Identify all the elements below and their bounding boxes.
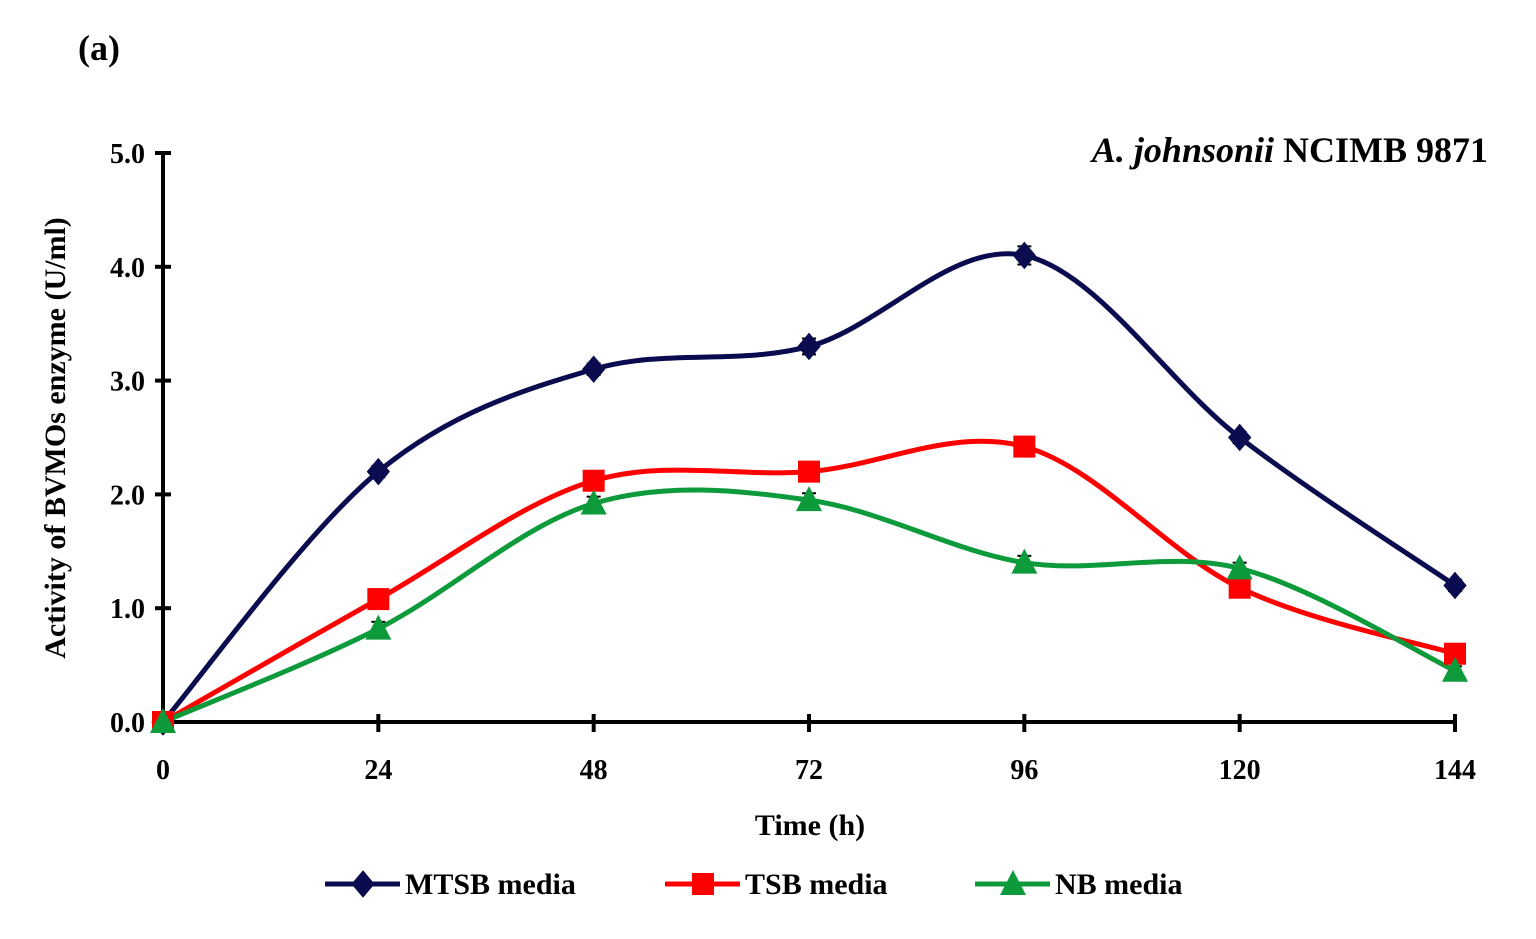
data-point-tsb-media (582, 469, 605, 492)
y-tick-label: 3.0 (110, 367, 145, 398)
x-tick-label: 96 (1010, 755, 1038, 786)
y-tick-label: 5.0 (110, 139, 145, 170)
organism-italic: A. johnsonii (1090, 130, 1274, 170)
data-point-tsb-media (1013, 435, 1036, 458)
legend: MTSB media TSB media NB media (325, 868, 1183, 901)
data-point-mtsb-media (1012, 241, 1036, 270)
series-line-tsb-media (161, 438, 1456, 725)
legend-item-mtsb-media: MTSB media (325, 868, 576, 901)
data-point-tsb-media (798, 460, 820, 483)
legend-swatch-marker (1000, 870, 1026, 895)
y-tick-label: 2.0 (110, 480, 145, 511)
x-tick-label: 24 (364, 755, 392, 786)
x-tick-label: 72 (795, 755, 823, 786)
data-point-nb-media (150, 708, 176, 733)
y-tick-label: 0.0 (110, 708, 145, 739)
panel-label: (a) (78, 28, 120, 68)
data-point-mtsb-media (797, 332, 821, 361)
y-tick-label: 4.0 (110, 253, 145, 284)
data-point-mtsb-media (582, 355, 606, 383)
legend-label: MTSB media (405, 868, 576, 901)
data-point-tsb-media (367, 588, 390, 611)
data-point-nb-media (796, 486, 822, 512)
data-point-tsb-media (1444, 642, 1466, 665)
data-point-mtsb-media (366, 457, 390, 486)
data-point-nb-media (1226, 554, 1253, 580)
data-point-nb-media (580, 489, 607, 515)
data-point-tsb-media (1228, 576, 1251, 599)
series-markers (150, 241, 1468, 736)
data-point-nb-media (365, 614, 392, 640)
legend-label: NB media (1055, 868, 1183, 901)
data-point-nb-media (1442, 656, 1468, 682)
axes: 0.0 1.0 2.0 3.0 4.0 5.0 0 24 48 72 96 120 144 (110, 139, 1476, 786)
y-axis-title: Activity of BVMOs enzyme (U/ml) (39, 217, 72, 659)
organism-regular: NCIMB 9871 (1283, 130, 1488, 170)
legend-item-tsb-media: TSB media (665, 868, 888, 901)
data-point-mtsb-media (1443, 571, 1467, 600)
x-tick-label: 120 (1219, 755, 1261, 786)
data-point-nb-media (1011, 548, 1038, 574)
x-tick-label: 144 (1434, 755, 1476, 786)
x-tick-label: 48 (580, 755, 608, 786)
legend-item-nb-media: NB media (975, 868, 1183, 901)
organism-label: A. johnsonii NCIMB 9871 (1090, 130, 1488, 170)
x-axis-title: Time (h) (755, 809, 865, 842)
series-line-nb-media (162, 487, 1457, 725)
legend-label: TSB media (745, 868, 888, 901)
data-point-mtsb-media (1228, 423, 1252, 452)
legend-swatch-marker (692, 873, 714, 895)
y-tick-label: 1.0 (110, 594, 145, 625)
x-tick-label: 0 (156, 755, 170, 786)
legend-swatch-marker (351, 870, 375, 898)
